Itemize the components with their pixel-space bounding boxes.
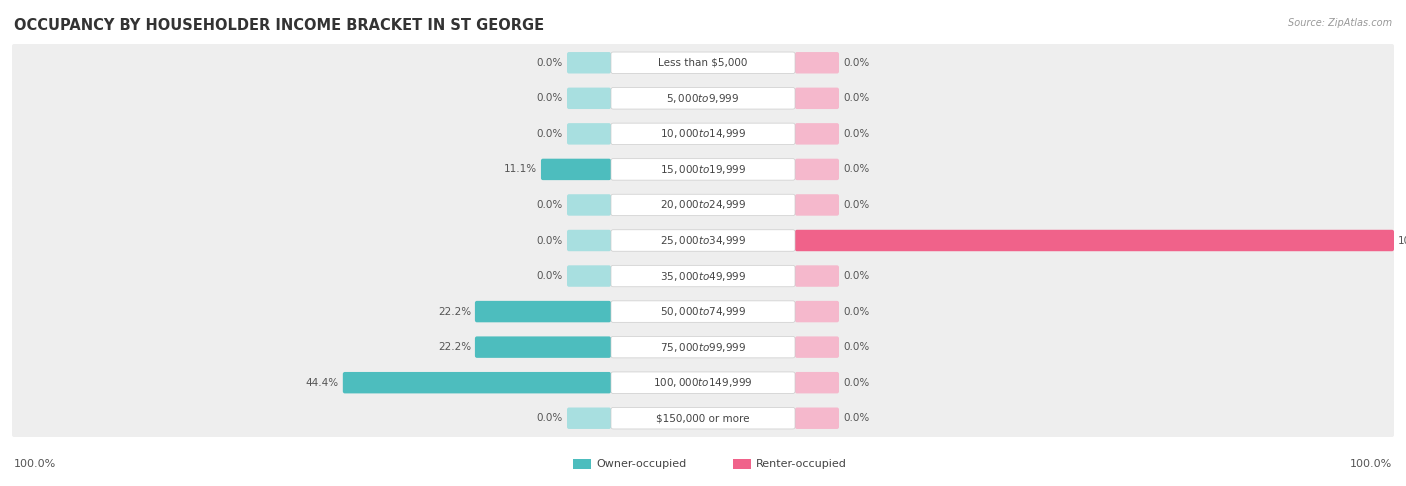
Text: $75,000 to $99,999: $75,000 to $99,999: [659, 341, 747, 354]
FancyBboxPatch shape: [794, 372, 839, 393]
FancyBboxPatch shape: [13, 80, 1393, 117]
FancyBboxPatch shape: [612, 372, 794, 393]
Text: 0.0%: 0.0%: [537, 58, 562, 68]
Text: $20,000 to $24,999: $20,000 to $24,999: [659, 198, 747, 211]
FancyBboxPatch shape: [612, 194, 794, 216]
FancyBboxPatch shape: [612, 336, 794, 358]
FancyBboxPatch shape: [612, 301, 794, 322]
Text: 0.0%: 0.0%: [844, 58, 869, 68]
Text: $5,000 to $9,999: $5,000 to $9,999: [666, 92, 740, 105]
Text: 22.2%: 22.2%: [437, 307, 471, 316]
Text: OCCUPANCY BY HOUSEHOLDER INCOME BRACKET IN ST GEORGE: OCCUPANCY BY HOUSEHOLDER INCOME BRACKET …: [14, 18, 544, 33]
FancyBboxPatch shape: [13, 329, 1393, 366]
FancyBboxPatch shape: [13, 399, 1393, 437]
FancyBboxPatch shape: [794, 336, 839, 358]
Text: 0.0%: 0.0%: [537, 200, 562, 210]
FancyBboxPatch shape: [567, 265, 612, 287]
FancyBboxPatch shape: [794, 52, 839, 73]
FancyBboxPatch shape: [794, 301, 839, 322]
FancyBboxPatch shape: [794, 265, 839, 287]
Text: Owner-occupied: Owner-occupied: [596, 459, 686, 469]
Text: 0.0%: 0.0%: [537, 271, 562, 281]
FancyBboxPatch shape: [567, 123, 612, 145]
Text: 22.2%: 22.2%: [437, 342, 471, 352]
FancyBboxPatch shape: [541, 159, 612, 180]
Text: $100,000 to $149,999: $100,000 to $149,999: [654, 376, 752, 389]
Text: 0.0%: 0.0%: [844, 271, 869, 281]
FancyBboxPatch shape: [794, 230, 1393, 251]
Text: 0.0%: 0.0%: [844, 164, 869, 174]
FancyBboxPatch shape: [475, 301, 612, 322]
Text: Less than $5,000: Less than $5,000: [658, 58, 748, 68]
Text: 0.0%: 0.0%: [537, 236, 562, 245]
FancyBboxPatch shape: [733, 459, 751, 469]
Text: 0.0%: 0.0%: [844, 93, 869, 104]
FancyBboxPatch shape: [794, 194, 839, 216]
FancyBboxPatch shape: [612, 159, 794, 180]
Text: 100.0%: 100.0%: [1350, 459, 1392, 469]
Text: 100.0%: 100.0%: [1398, 236, 1406, 245]
FancyBboxPatch shape: [13, 364, 1393, 401]
Text: Renter-occupied: Renter-occupied: [756, 459, 846, 469]
FancyBboxPatch shape: [567, 194, 612, 216]
FancyBboxPatch shape: [13, 293, 1393, 330]
FancyBboxPatch shape: [574, 459, 591, 469]
FancyBboxPatch shape: [567, 87, 612, 109]
FancyBboxPatch shape: [612, 265, 794, 287]
FancyBboxPatch shape: [612, 87, 794, 109]
FancyBboxPatch shape: [13, 257, 1393, 295]
Text: $25,000 to $34,999: $25,000 to $34,999: [659, 234, 747, 247]
Text: $15,000 to $19,999: $15,000 to $19,999: [659, 163, 747, 176]
Text: 0.0%: 0.0%: [844, 200, 869, 210]
FancyBboxPatch shape: [612, 123, 794, 145]
Text: 0.0%: 0.0%: [844, 129, 869, 139]
Text: 0.0%: 0.0%: [537, 413, 562, 423]
FancyBboxPatch shape: [13, 186, 1393, 224]
FancyBboxPatch shape: [13, 151, 1393, 188]
FancyBboxPatch shape: [794, 123, 839, 145]
FancyBboxPatch shape: [612, 52, 794, 73]
FancyBboxPatch shape: [567, 230, 612, 251]
Text: $10,000 to $14,999: $10,000 to $14,999: [659, 127, 747, 140]
Text: 0.0%: 0.0%: [844, 413, 869, 423]
Text: $150,000 or more: $150,000 or more: [657, 413, 749, 423]
FancyBboxPatch shape: [794, 159, 839, 180]
Text: Source: ZipAtlas.com: Source: ZipAtlas.com: [1288, 18, 1392, 28]
FancyBboxPatch shape: [567, 407, 612, 429]
FancyBboxPatch shape: [343, 372, 612, 393]
FancyBboxPatch shape: [794, 87, 839, 109]
FancyBboxPatch shape: [13, 44, 1393, 82]
Text: 0.0%: 0.0%: [844, 378, 869, 388]
FancyBboxPatch shape: [794, 407, 839, 429]
Text: 0.0%: 0.0%: [844, 307, 869, 316]
FancyBboxPatch shape: [13, 222, 1393, 259]
FancyBboxPatch shape: [567, 52, 612, 73]
Text: 0.0%: 0.0%: [537, 129, 562, 139]
Text: $35,000 to $49,999: $35,000 to $49,999: [659, 270, 747, 282]
Text: 11.1%: 11.1%: [503, 164, 537, 174]
Text: $50,000 to $74,999: $50,000 to $74,999: [659, 305, 747, 318]
FancyBboxPatch shape: [612, 230, 794, 251]
Text: 0.0%: 0.0%: [537, 93, 562, 104]
Text: 0.0%: 0.0%: [844, 342, 869, 352]
FancyBboxPatch shape: [612, 407, 794, 429]
Text: 44.4%: 44.4%: [305, 378, 339, 388]
FancyBboxPatch shape: [13, 115, 1393, 153]
Text: 100.0%: 100.0%: [14, 459, 56, 469]
FancyBboxPatch shape: [475, 336, 612, 358]
